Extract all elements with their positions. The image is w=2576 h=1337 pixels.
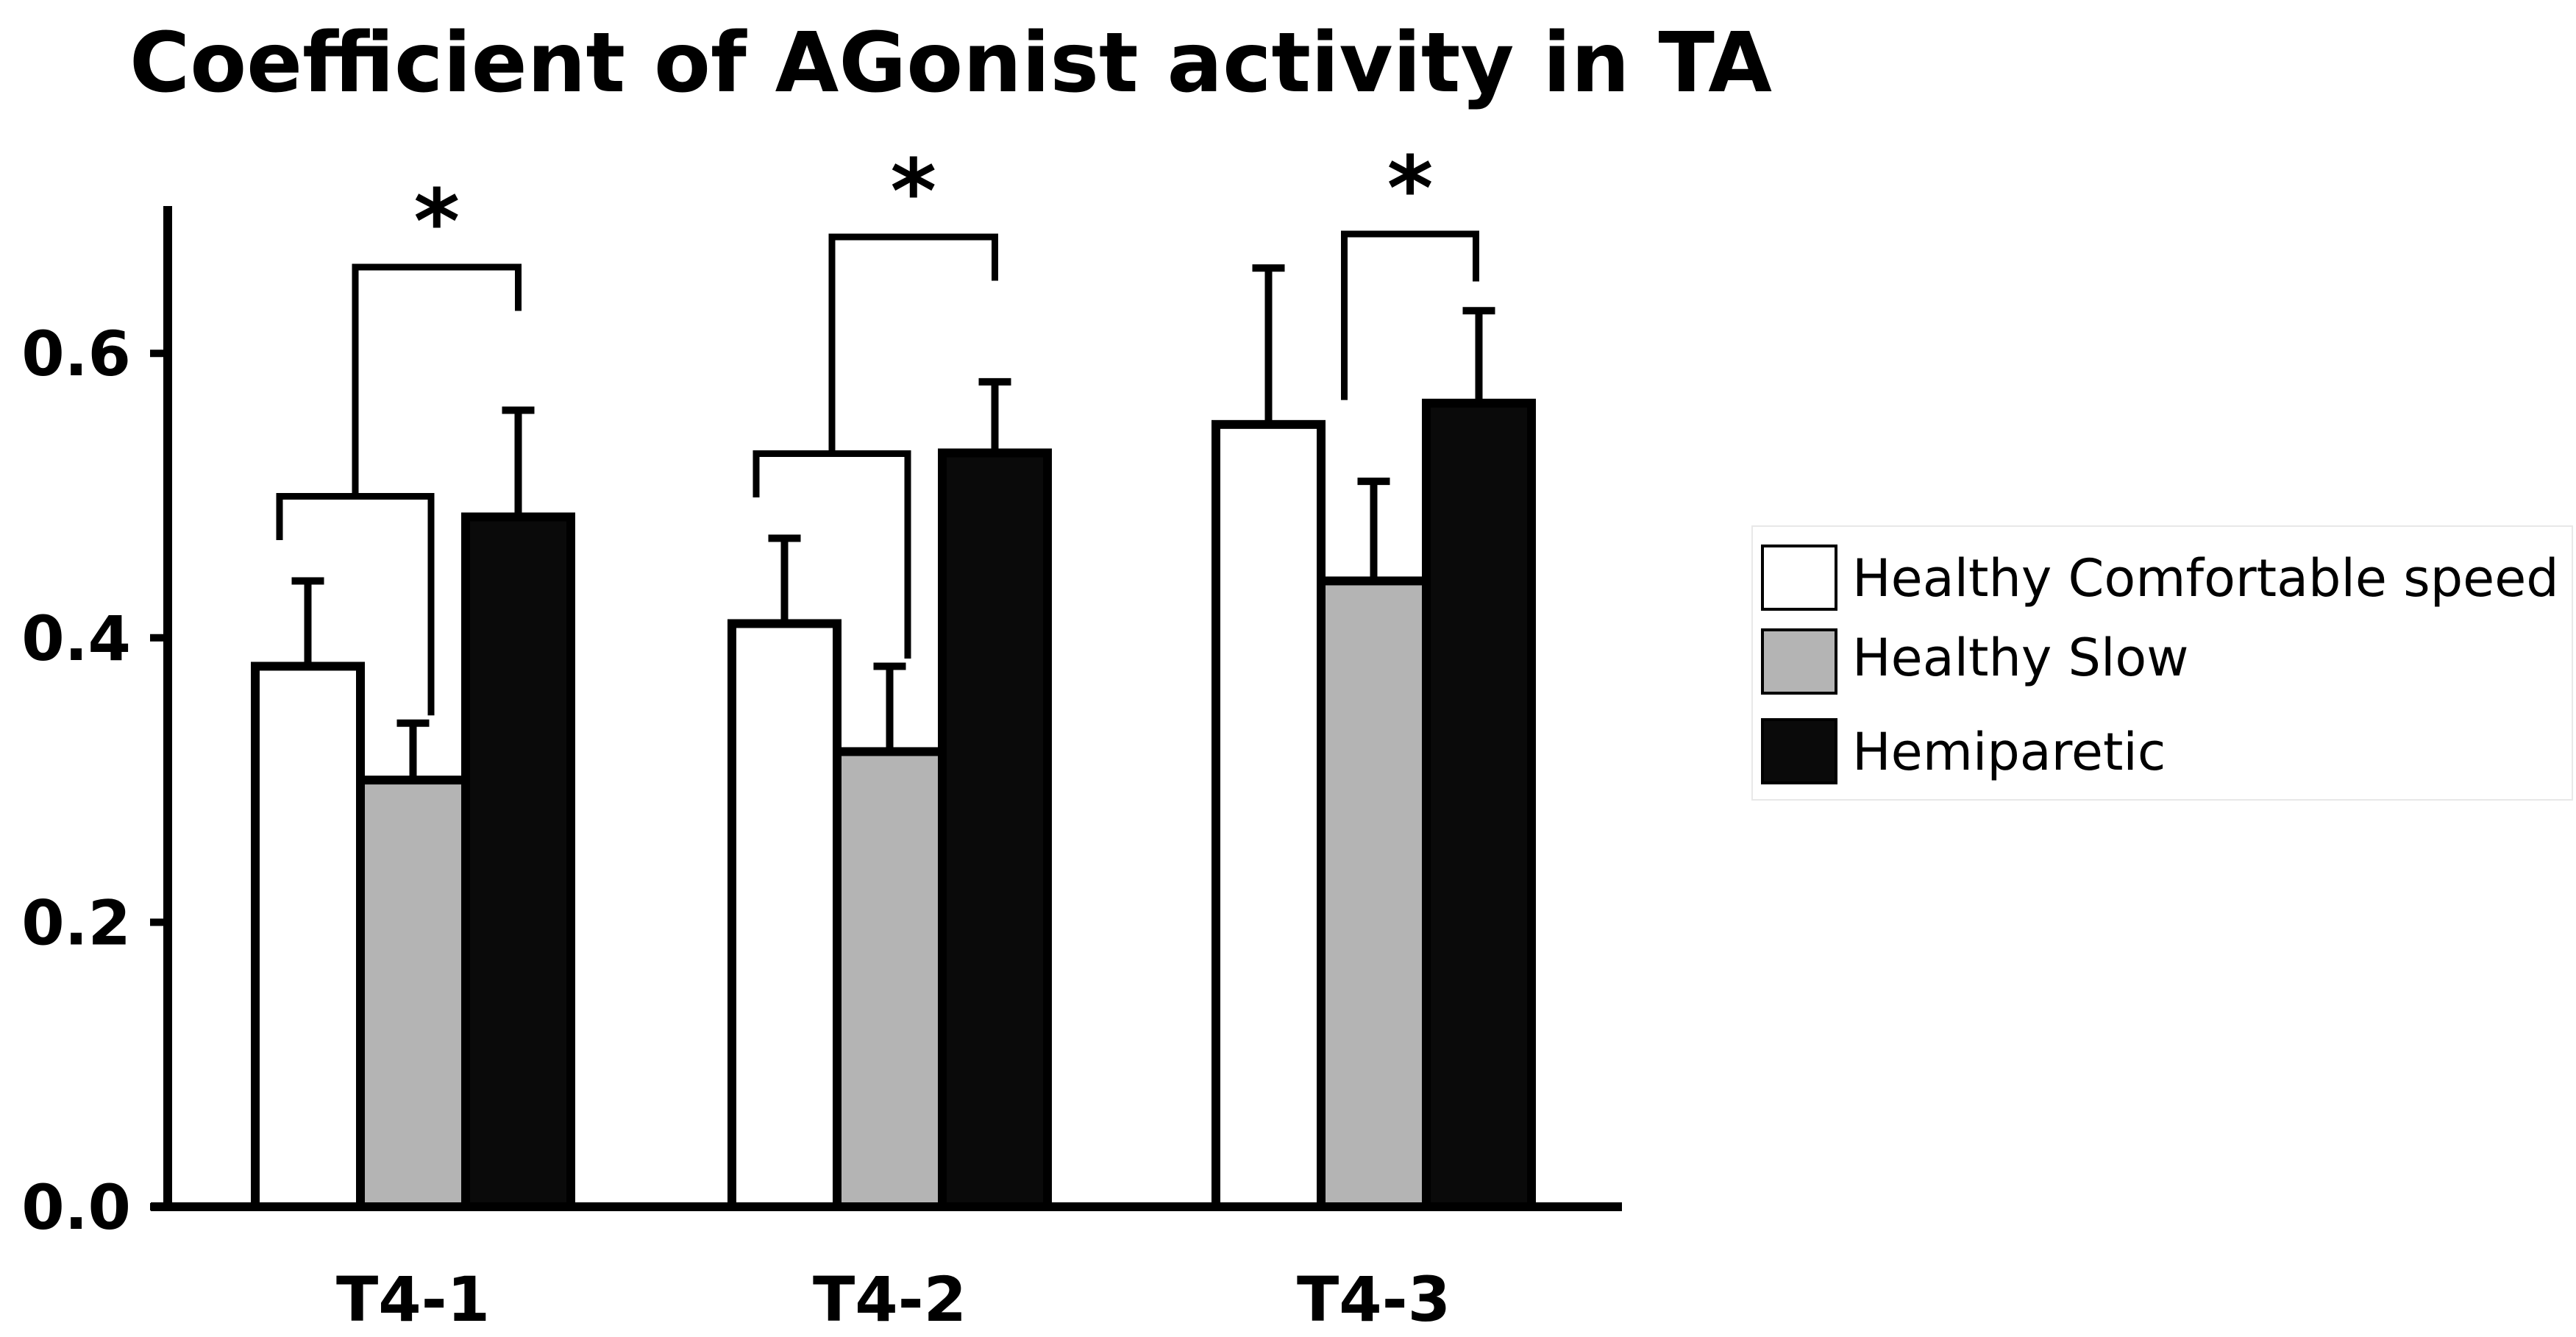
legend-label: Healthy Slow <box>1852 628 2189 688</box>
bar <box>833 747 947 1211</box>
significance-brackets: * * * <box>276 138 1479 716</box>
bar <box>461 512 575 1211</box>
legend: Healthy Comfortable speed Healthy Slow Hem… <box>1751 525 2573 801</box>
y-tick-label: 0.6 <box>21 318 131 390</box>
significance-star: * <box>413 171 460 274</box>
y-tick-label: 0.4 <box>21 603 131 675</box>
bar <box>251 662 365 1211</box>
significance-star: * <box>890 141 936 244</box>
legend-swatch <box>1761 545 1837 611</box>
legend-swatch <box>1761 628 1837 695</box>
bars <box>251 264 1536 1211</box>
bar <box>727 619 842 1211</box>
x-tick-label: T4-1 <box>336 1263 490 1336</box>
legend-box <box>1751 525 2573 801</box>
significance-star: * <box>1387 138 1434 241</box>
bar <box>1422 398 1536 1211</box>
x-tick-label: T4-2 <box>813 1263 967 1336</box>
bar <box>1211 419 1326 1211</box>
axes: 0.0 0.2 0.4 0.6 T4-1 T4-2 T4-3 <box>21 206 1622 1336</box>
y-tick-label: 0.0 <box>21 1171 131 1244</box>
y-tick-label: 0.2 <box>21 887 131 959</box>
legend-label: Healthy Comfortable speed <box>1852 548 2559 609</box>
legend-label: Hemiparetic <box>1852 722 2166 782</box>
bar <box>356 776 470 1211</box>
chart-title: Coefficient of AGonist activity in TA <box>129 15 1772 111</box>
legend-swatch <box>1761 718 1837 784</box>
bar <box>938 448 1052 1211</box>
bar <box>1317 576 1431 1211</box>
x-tick-label: T4-3 <box>1297 1263 1451 1336</box>
